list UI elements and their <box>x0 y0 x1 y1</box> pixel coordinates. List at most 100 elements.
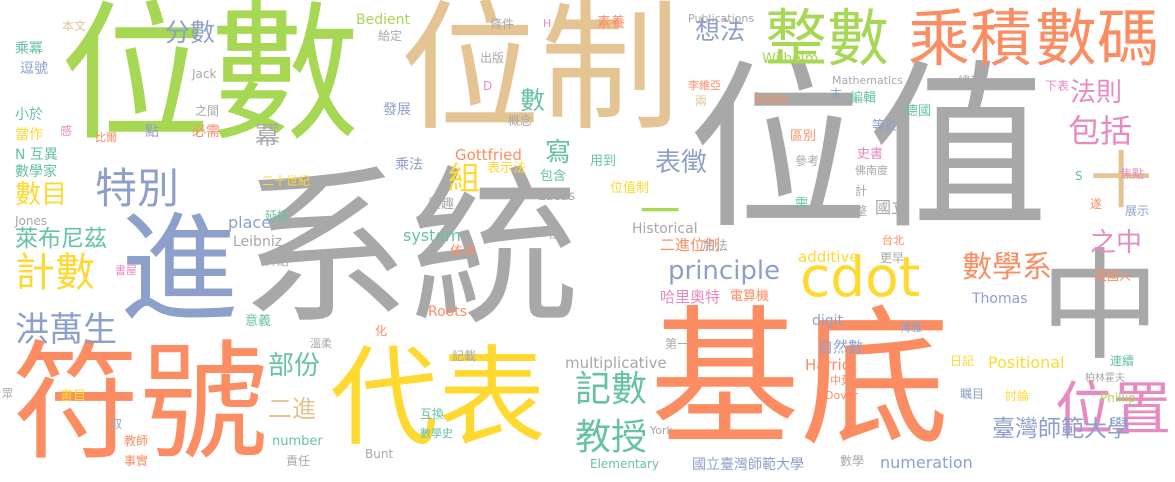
word: 組 <box>448 159 481 197</box>
word: 本文 <box>62 19 87 33</box>
word: Leibniz <box>233 234 283 250</box>
word: 必需 <box>192 124 220 140</box>
word: 教授 <box>575 417 648 458</box>
word: 數學系 <box>962 250 1052 285</box>
word: Mathematics <box>832 74 903 87</box>
word: 柏林霍夫 <box>1085 373 1125 384</box>
word: 書屋 <box>115 264 137 277</box>
word: Bunt <box>365 447 394 461</box>
word: 記數 <box>575 369 648 410</box>
word: 下表 <box>1045 79 1070 93</box>
word: Phillip <box>1100 391 1136 405</box>
word: 延拓 <box>265 209 290 223</box>
word: 自然數 <box>818 338 864 356</box>
word: D <box>483 79 493 93</box>
word: 冪 <box>255 121 281 150</box>
word: 代表 <box>330 336 547 461</box>
word: York <box>650 424 673 437</box>
word: 責任 <box>286 454 311 468</box>
word: 日記 <box>950 354 975 368</box>
word: Roots <box>428 304 468 320</box>
word: 討論 <box>1005 389 1030 403</box>
word: 數碼 <box>1035 2 1160 75</box>
word: Wilhelm <box>762 51 819 67</box>
word: 包括 <box>1068 112 1133 150</box>
word: 書目 <box>60 389 87 404</box>
word: 國立臺灣師範大學 <box>692 457 804 473</box>
word: Gottfried <box>455 146 522 164</box>
word: S <box>1075 169 1083 183</box>
word: principle <box>668 256 781 286</box>
word: 依次 <box>450 244 477 259</box>
word: 臺灣師範大學 <box>992 416 1130 442</box>
word: 意義 <box>245 314 272 329</box>
word: 數目 <box>15 180 68 210</box>
word: 二進 <box>268 395 316 423</box>
word: 興趣 <box>428 197 455 212</box>
word: 數學 <box>840 454 865 468</box>
word: additive <box>798 248 859 266</box>
word: Positional <box>988 353 1065 372</box>
word: 需 <box>795 197 809 212</box>
word: digit <box>812 313 844 329</box>
word: numeration <box>880 453 973 472</box>
word: Historical <box>632 221 698 237</box>
word: 等於 <box>872 119 899 134</box>
word: Jones <box>15 214 48 228</box>
word: 位制 <box>400 0 681 151</box>
word: 末 <box>830 87 843 101</box>
word: 基底 <box>650 293 951 467</box>
word: 總和 <box>958 74 983 88</box>
word: 展示 <box>1125 204 1150 218</box>
word: Harriot <box>805 356 857 374</box>
word: 進 <box>120 200 239 338</box>
word: Elementary <box>590 457 660 471</box>
word: 溫柔 <box>310 337 332 350</box>
word: 整數 <box>765 2 890 75</box>
word: 位值 <box>688 45 1049 254</box>
word: 佛南度 <box>855 164 888 177</box>
word: 想法 <box>695 16 746 45</box>
word: Jack <box>192 67 217 81</box>
word: 台北 <box>882 234 904 247</box>
word: 取 <box>110 417 123 431</box>
word: 連續 <box>1110 354 1135 368</box>
word: 點 <box>145 124 159 140</box>
word: H <box>543 17 552 30</box>
word: 感 <box>60 124 73 138</box>
word: 中葉 <box>830 374 852 387</box>
word: 用到 <box>590 154 617 169</box>
word: 逗號 <box>20 61 48 77</box>
word: 數學家 <box>15 164 57 180</box>
word: 之間 <box>195 104 220 118</box>
word: Publications <box>688 12 755 25</box>
word: 二進位制 <box>660 236 721 254</box>
word: 眾 <box>2 387 13 400</box>
word: 英國人 <box>1095 269 1132 283</box>
word: 表徵 <box>655 148 708 178</box>
word: Dover <box>825 389 858 402</box>
word: 焦點 <box>1120 167 1145 181</box>
word: 加法 <box>702 239 729 254</box>
word: Bedient <box>356 12 410 28</box>
word: 乘冪 <box>15 41 43 57</box>
word: 計 <box>855 184 868 198</box>
word: cdot <box>800 245 921 309</box>
word: 位值制 <box>610 181 650 196</box>
word: 十 <box>1090 144 1153 217</box>
word: 給定 <box>378 29 403 43</box>
word: 位置 <box>1055 375 1172 443</box>
word: place <box>228 213 272 232</box>
word: 兩 <box>695 94 708 108</box>
word: 遂 <box>1090 197 1103 211</box>
word: 乘法 <box>395 157 423 173</box>
word: 當作 <box>15 127 43 143</box>
word: 分數 <box>165 18 216 47</box>
word: 部份 <box>268 351 321 381</box>
word: 中 <box>1040 238 1160 377</box>
word: 符號 <box>12 329 269 478</box>
word: base <box>755 91 789 107</box>
word: Lucas <box>538 189 576 204</box>
word: 乘積 <box>908 2 1033 75</box>
